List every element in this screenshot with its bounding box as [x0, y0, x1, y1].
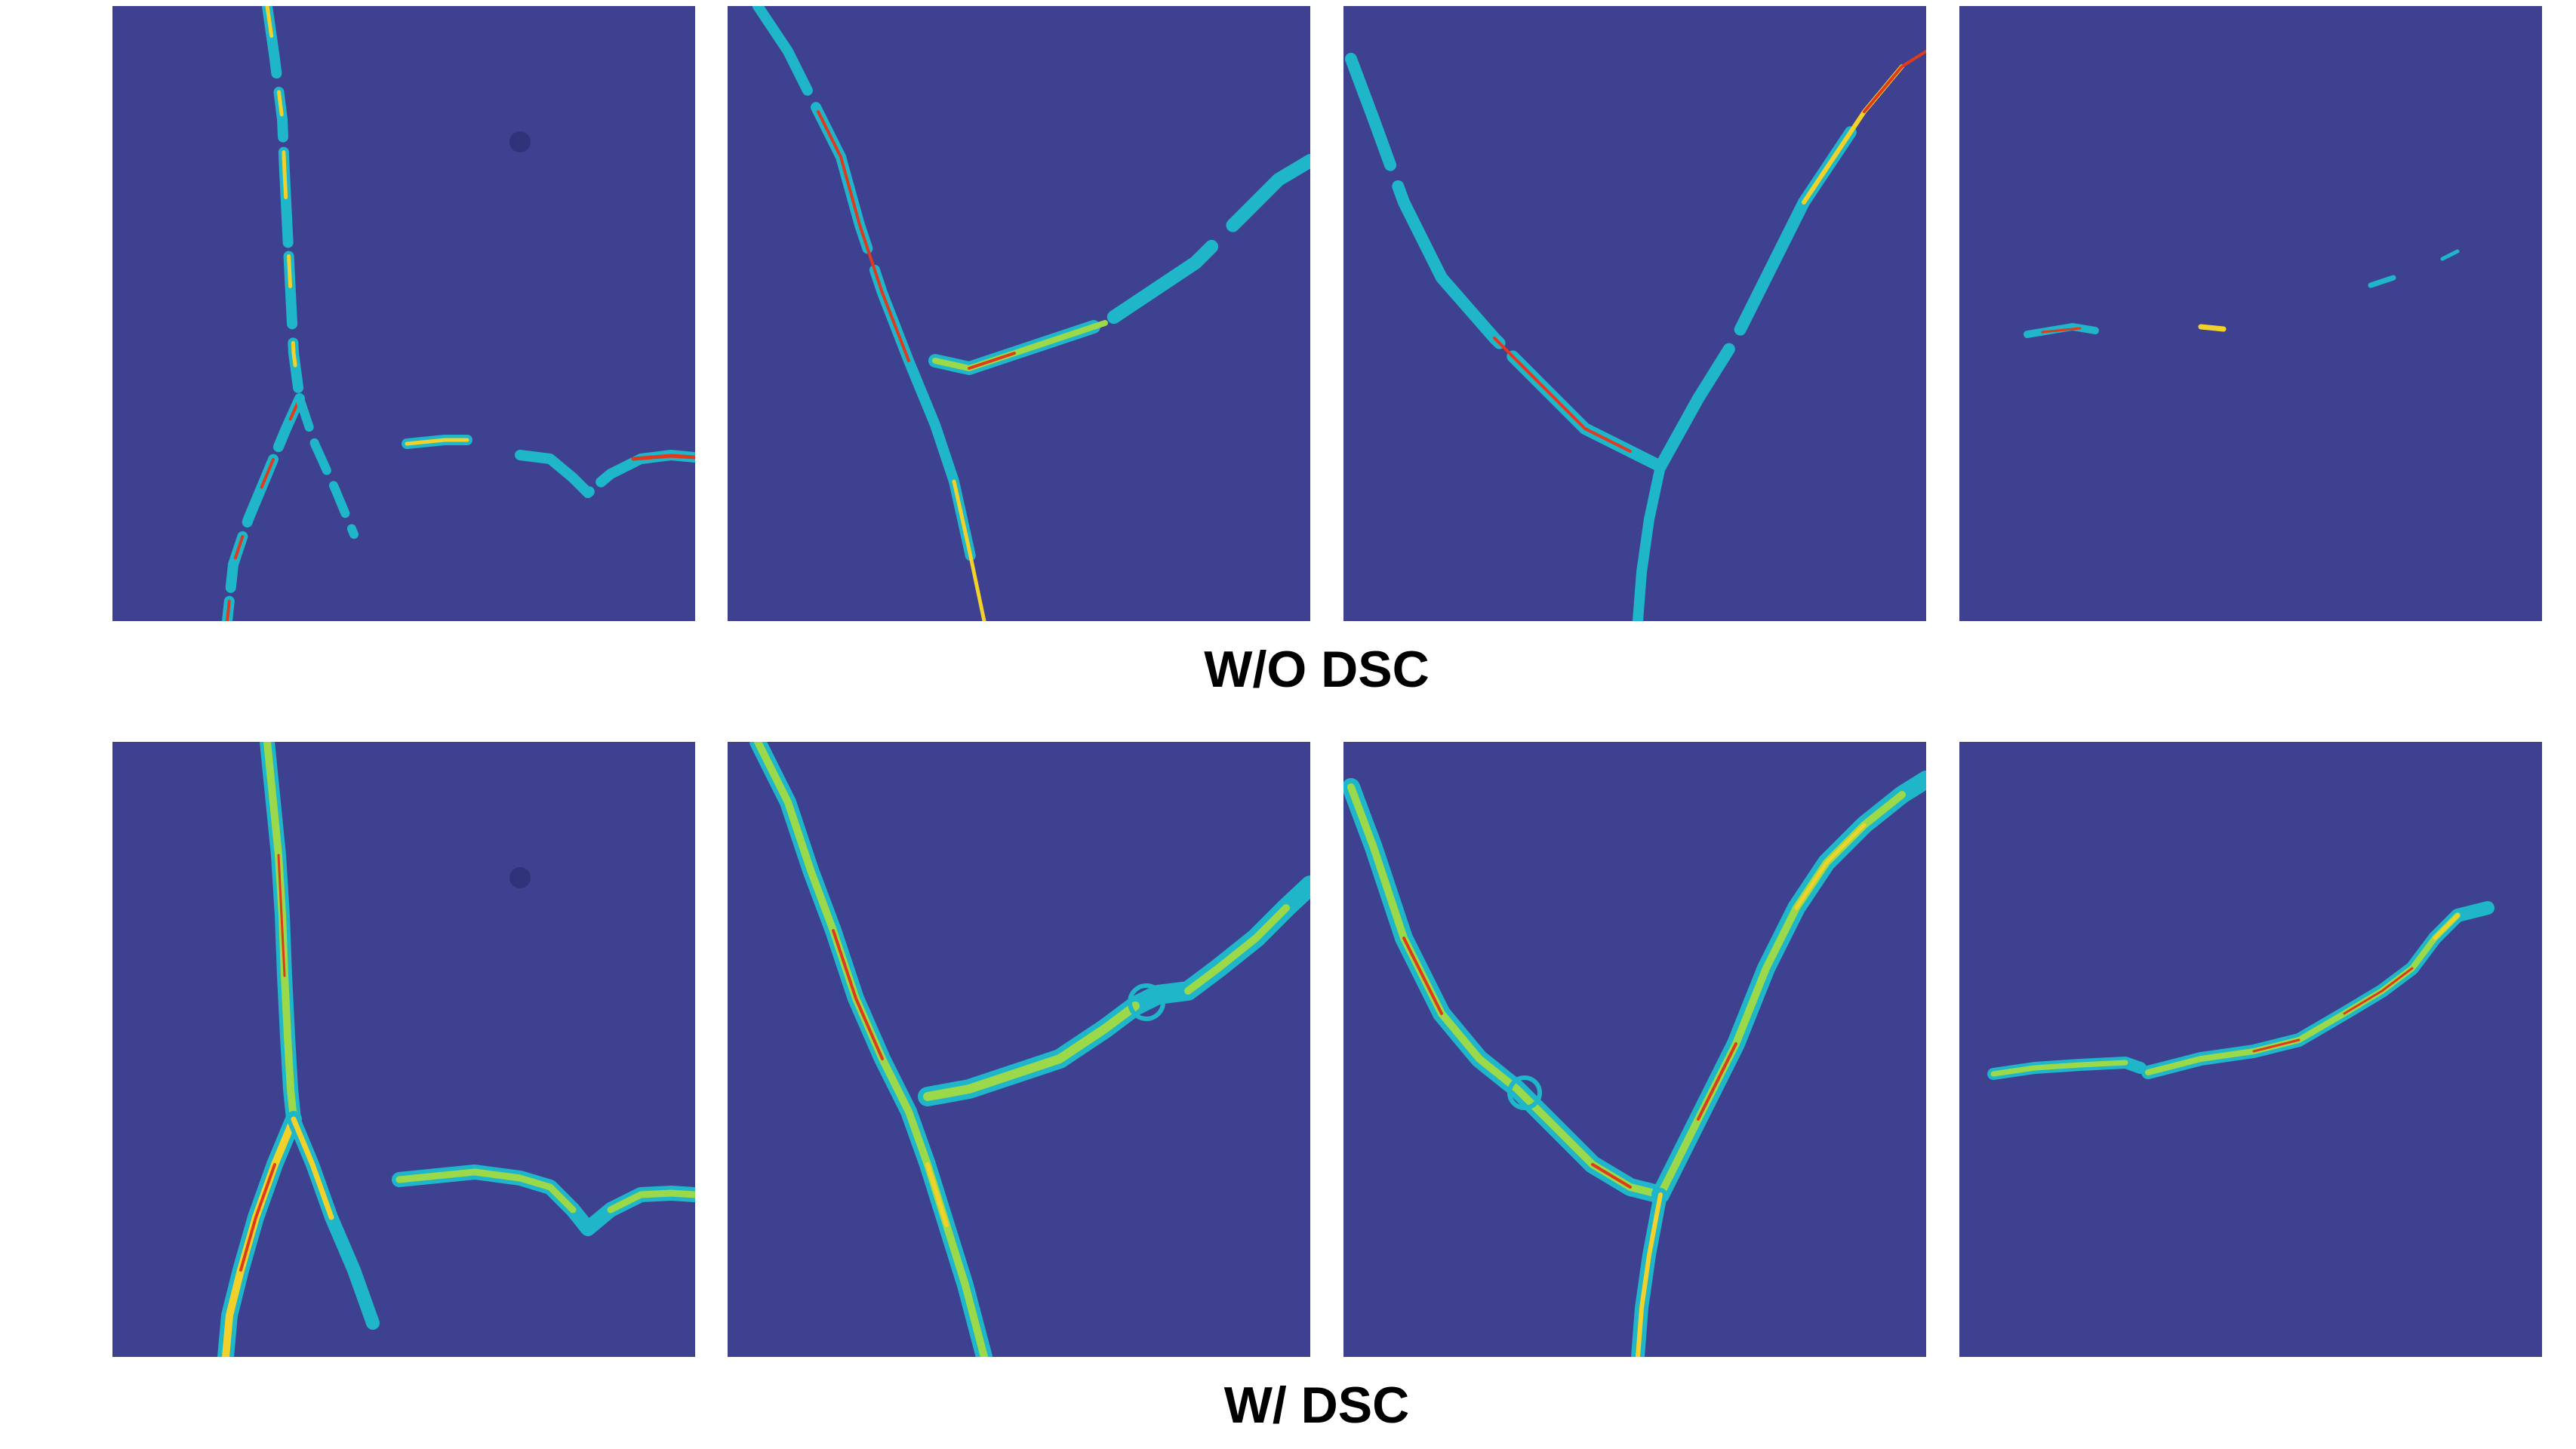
heatmap-panel-row2-col2 [728, 742, 1310, 1357]
heatmap-image [728, 742, 1310, 1357]
heatmap-image [1959, 6, 2542, 621]
heatmap-image [728, 6, 1310, 621]
heatmap-image [112, 6, 695, 621]
heatmap-panel-row1-col1 [112, 6, 695, 621]
heatmap-image [1343, 6, 1926, 621]
heatmap-image [1343, 742, 1926, 1357]
row-label-with-dsc: W/ DSC [1223, 1377, 1410, 1434]
heatmap-panel-row2-col3 [1343, 742, 1926, 1357]
heatmap-panel-row1-col4 [1959, 6, 2542, 621]
heatmap-image [1959, 742, 2542, 1357]
row-label-without-dsc: W/O DSC [1204, 641, 1430, 698]
heatmap-panel-row1-col2 [728, 6, 1310, 621]
heatmap-panel-row1-col3 [1343, 6, 1926, 621]
heatmap-image [112, 742, 695, 1357]
heatmap-panel-row2-col4 [1959, 742, 2542, 1357]
heatmap-panel-row2-col1 [112, 742, 695, 1357]
